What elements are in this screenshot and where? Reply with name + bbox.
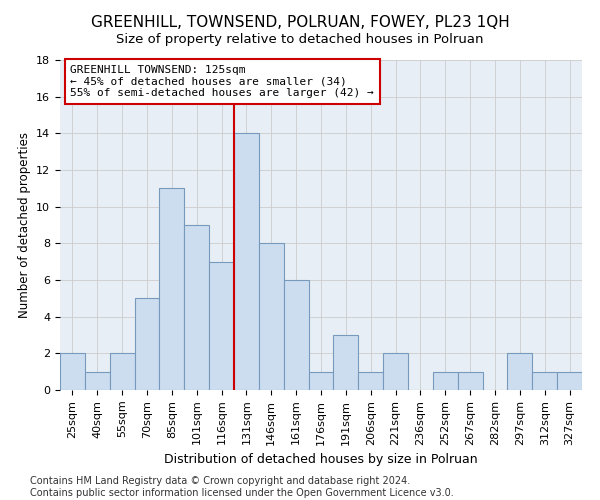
Text: Size of property relative to detached houses in Polruan: Size of property relative to detached ho… (116, 32, 484, 46)
Bar (60, 354, 85, 390)
Bar (85, 372, 110, 390)
X-axis label: Distribution of detached houses by size in Polruan: Distribution of detached houses by size … (164, 453, 478, 466)
Bar (334, 335, 358, 390)
Bar (358, 372, 383, 390)
Bar (458, 372, 482, 390)
Bar (209, 262, 234, 390)
Text: Contains HM Land Registry data © Crown copyright and database right 2024.
Contai: Contains HM Land Registry data © Crown c… (30, 476, 454, 498)
Bar (134, 298, 160, 390)
Bar (383, 354, 408, 390)
Text: GREENHILL TOWNSEND: 125sqm
← 45% of detached houses are smaller (34)
55% of semi: GREENHILL TOWNSEND: 125sqm ← 45% of deta… (70, 65, 374, 98)
Bar (259, 244, 284, 390)
Bar (160, 188, 184, 390)
Bar (110, 354, 134, 390)
Bar (508, 354, 532, 390)
Text: GREENHILL, TOWNSEND, POLRUAN, FOWEY, PL23 1QH: GREENHILL, TOWNSEND, POLRUAN, FOWEY, PL2… (91, 15, 509, 30)
Bar (433, 372, 458, 390)
Bar (557, 372, 582, 390)
Bar (234, 134, 259, 390)
Bar (284, 280, 308, 390)
Bar (184, 225, 209, 390)
Bar (532, 372, 557, 390)
Bar (308, 372, 334, 390)
Y-axis label: Number of detached properties: Number of detached properties (17, 132, 31, 318)
